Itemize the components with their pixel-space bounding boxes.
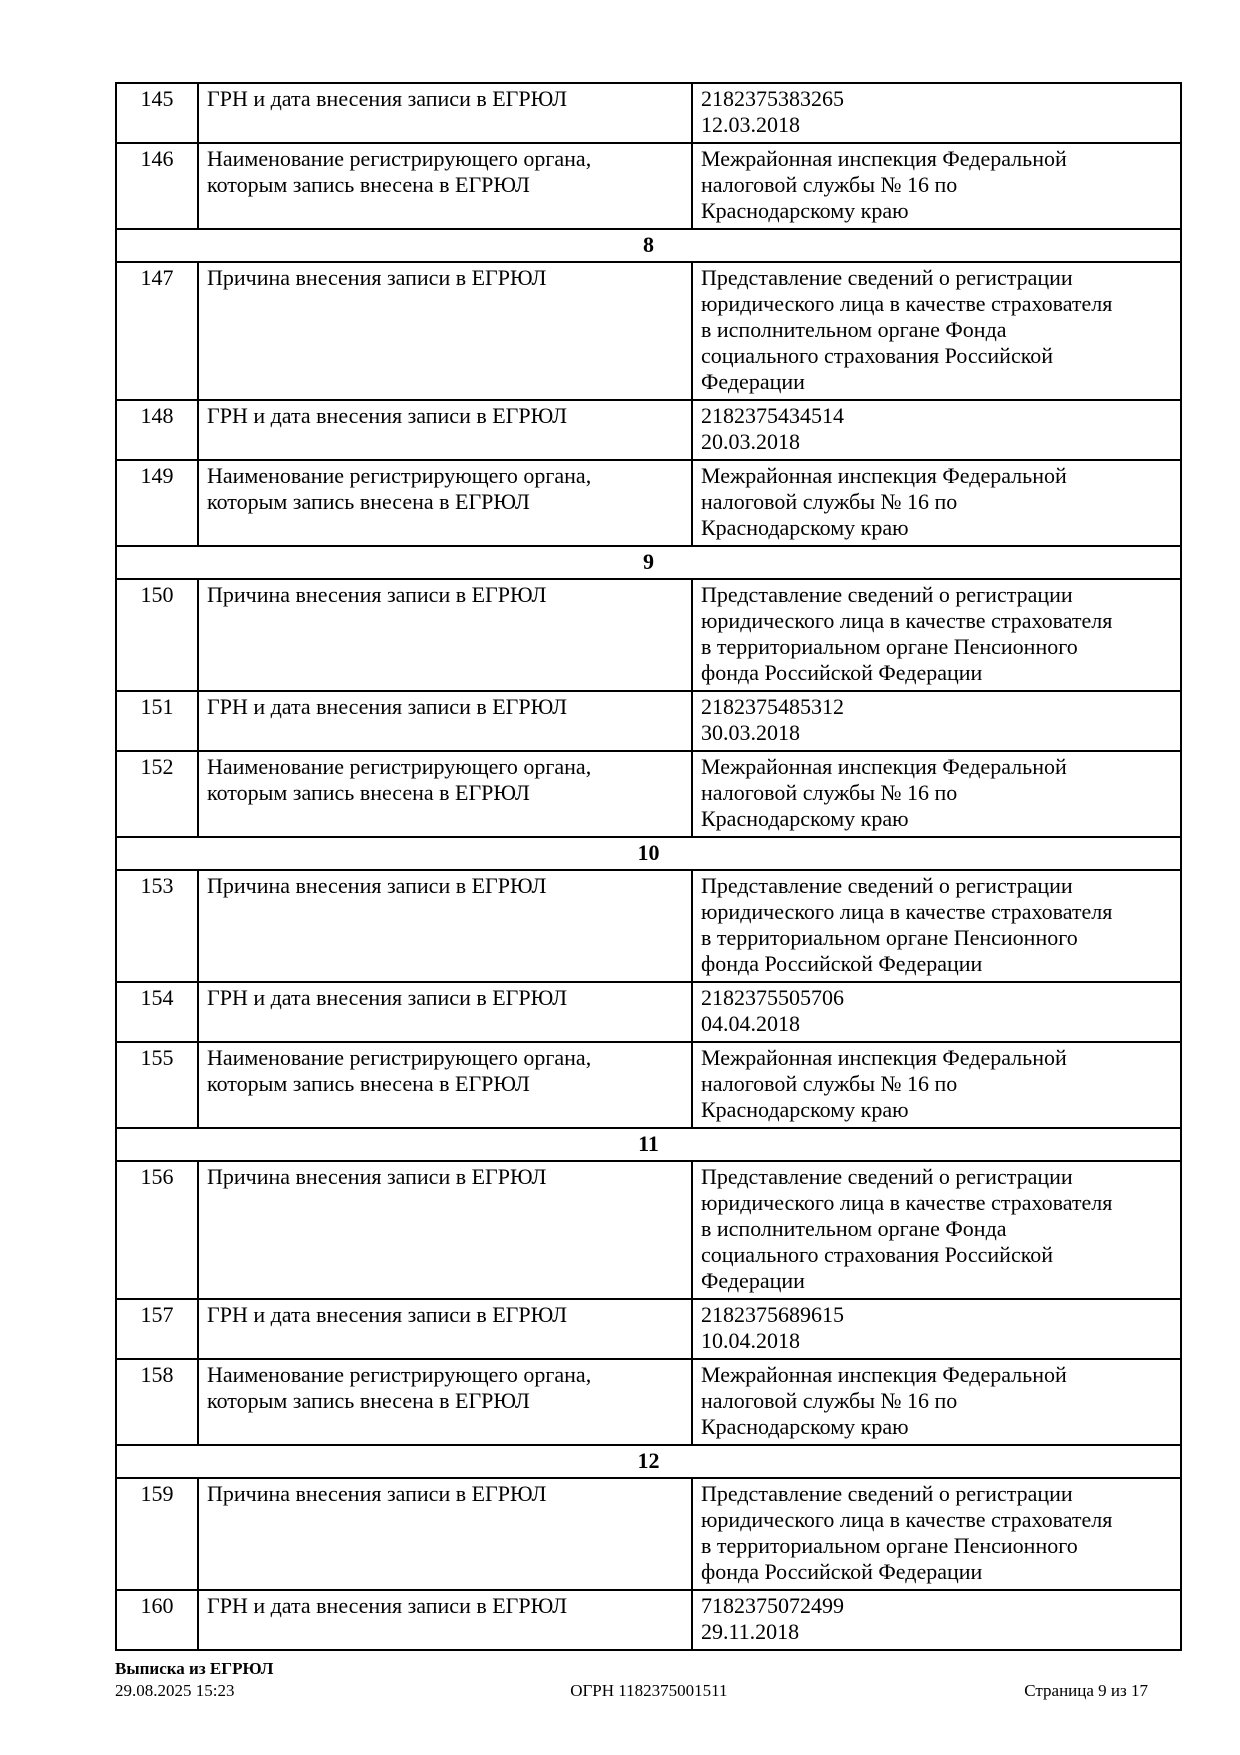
table-row: 148 ГРН и дата внесения записи в ЕГРЮЛ 2…: [115, 399, 1182, 461]
footer-page-number: Страница 9 из 17: [1024, 1681, 1148, 1700]
value-text: Представление сведений о регистрации юри…: [691, 261, 1182, 401]
row-number: 148: [115, 399, 199, 461]
attribute-label: ГРН и дата внесения записи в ЕГРЮЛ: [197, 690, 693, 752]
row-number: 147: [115, 261, 199, 401]
section-row: 12: [115, 1444, 1182, 1479]
table-row: 160 ГРН и дата внесения записи в ЕГРЮЛ 7…: [115, 1589, 1182, 1651]
value-text: Межрайонная инспекция Федеральной налого…: [691, 459, 1182, 547]
value-text: Межрайонная инспекция Федеральной налого…: [691, 750, 1182, 838]
page-footer: Выписка из ЕГРЮЛ 29.08.2025 15:23 ОГРН 1…: [115, 1658, 1148, 1702]
table-row: 158 Наименование регистрирующего органа,…: [115, 1358, 1182, 1446]
value-text: 7182375072499 29.11.2018: [691, 1589, 1182, 1651]
attribute-label: Причина внесения записи в ЕГРЮЛ: [197, 261, 693, 401]
footer-ogrn: ОГРН 1182375001511: [570, 1681, 728, 1700]
row-number: 159: [115, 1477, 199, 1591]
table-row: 151 ГРН и дата внесения записи в ЕГРЮЛ 2…: [115, 690, 1182, 752]
value-text: Межрайонная инспекция Федеральной налого…: [691, 1358, 1182, 1446]
section-row: 8: [115, 228, 1182, 263]
section-number: 11: [115, 1127, 1182, 1162]
attribute-label: Наименование регистрирующего органа, кот…: [197, 142, 693, 230]
egrul-records-table: 145 ГРН и дата внесения записи в ЕГРЮЛ 2…: [115, 82, 1182, 1651]
value-text: 2182375383265 12.03.2018: [691, 82, 1182, 144]
value-text: Представление сведений о регистрации юри…: [691, 869, 1182, 983]
table-row: 150 Причина внесения записи в ЕГРЮЛ Пред…: [115, 578, 1182, 692]
row-number: 149: [115, 459, 199, 547]
value-text: Представление сведений о регистрации юри…: [691, 1160, 1182, 1300]
row-number: 150: [115, 578, 199, 692]
attribute-label: ГРН и дата внесения записи в ЕГРЮЛ: [197, 82, 693, 144]
section-number: 12: [115, 1444, 1182, 1479]
attribute-label: ГРН и дата внесения записи в ЕГРЮЛ: [197, 981, 693, 1043]
table-row: 157 ГРН и дата внесения записи в ЕГРЮЛ 2…: [115, 1298, 1182, 1360]
footer-datetime: 29.08.2025 15:23: [115, 1681, 235, 1700]
row-number: 160: [115, 1589, 199, 1651]
value-text: Межрайонная инспекция Федеральной налого…: [691, 1041, 1182, 1129]
attribute-label: Причина внесения записи в ЕГРЮЛ: [197, 1160, 693, 1300]
table-row: 156 Причина внесения записи в ЕГРЮЛ Пред…: [115, 1160, 1182, 1300]
table-row: 159 Причина внесения записи в ЕГРЮЛ Пред…: [115, 1477, 1182, 1591]
table-row: 146 Наименование регистрирующего органа,…: [115, 142, 1182, 230]
value-text: Представление сведений о регистрации юри…: [691, 1477, 1182, 1591]
value-text: 2182375505706 04.04.2018: [691, 981, 1182, 1043]
attribute-label: ГРН и дата внесения записи в ЕГРЮЛ: [197, 1589, 693, 1651]
attribute-label: ГРН и дата внесения записи в ЕГРЮЛ: [197, 399, 693, 461]
section-row: 10: [115, 836, 1182, 871]
attribute-label: Причина внесения записи в ЕГРЮЛ: [197, 869, 693, 983]
row-number: 145: [115, 82, 199, 144]
row-number: 153: [115, 869, 199, 983]
section-row: 11: [115, 1127, 1182, 1162]
value-text: 2182375689615 10.04.2018: [691, 1298, 1182, 1360]
row-number: 158: [115, 1358, 199, 1446]
footer-document-title: Выписка из ЕГРЮЛ: [115, 1659, 274, 1678]
attribute-label: Причина внесения записи в ЕГРЮЛ: [197, 578, 693, 692]
table-row: 145 ГРН и дата внесения записи в ЕГРЮЛ 2…: [115, 82, 1182, 144]
section-number: 8: [115, 228, 1182, 263]
row-number: 155: [115, 1041, 199, 1129]
table-row: 155 Наименование регистрирующего органа,…: [115, 1041, 1182, 1129]
footer-left: Выписка из ЕГРЮЛ 29.08.2025 15:23: [115, 1658, 273, 1702]
value-text: Представление сведений о регистрации юри…: [691, 578, 1182, 692]
attribute-label: Причина внесения записи в ЕГРЮЛ: [197, 1477, 693, 1591]
table-row: 154 ГРН и дата внесения записи в ЕГРЮЛ 2…: [115, 981, 1182, 1043]
attribute-label: ГРН и дата внесения записи в ЕГРЮЛ: [197, 1298, 693, 1360]
row-number: 146: [115, 142, 199, 230]
table-row: 152 Наименование регистрирующего органа,…: [115, 750, 1182, 838]
table-row: 153 Причина внесения записи в ЕГРЮЛ Пред…: [115, 869, 1182, 983]
row-number: 156: [115, 1160, 199, 1300]
section-row: 9: [115, 545, 1182, 580]
attribute-label: Наименование регистрирующего органа, кот…: [197, 1041, 693, 1129]
attribute-label: Наименование регистрирующего органа, кот…: [197, 750, 693, 838]
section-number: 9: [115, 545, 1182, 580]
section-number: 10: [115, 836, 1182, 871]
row-number: 154: [115, 981, 199, 1043]
row-number: 157: [115, 1298, 199, 1360]
row-number: 152: [115, 750, 199, 838]
value-text: 2182375434514 20.03.2018: [691, 399, 1182, 461]
attribute-label: Наименование регистрирующего органа, кот…: [197, 1358, 693, 1446]
value-text: Межрайонная инспекция Федеральной налого…: [691, 142, 1182, 230]
table-row: 147 Причина внесения записи в ЕГРЮЛ Пред…: [115, 261, 1182, 401]
value-text: 2182375485312 30.03.2018: [691, 690, 1182, 752]
table-row: 149 Наименование регистрирующего органа,…: [115, 459, 1182, 547]
row-number: 151: [115, 690, 199, 752]
attribute-label: Наименование регистрирующего органа, кот…: [197, 459, 693, 547]
